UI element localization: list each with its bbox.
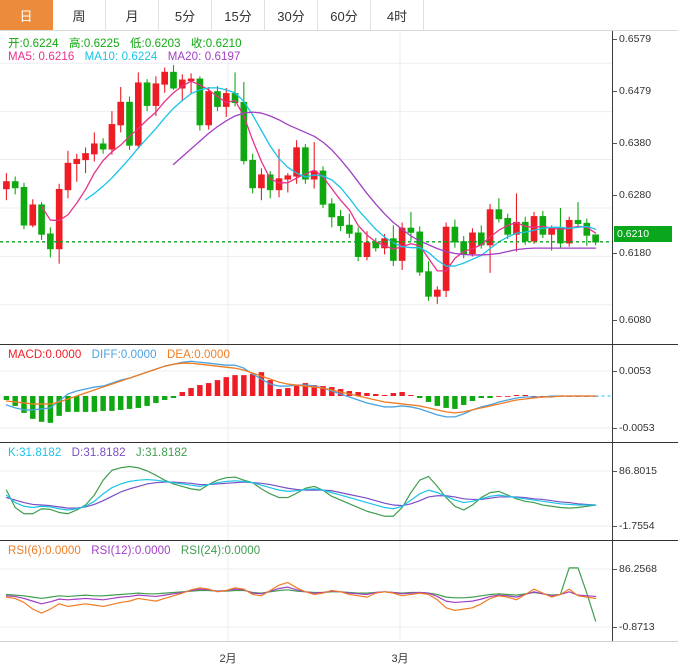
rsi-tick-0: 86.2568 <box>613 563 657 575</box>
last-price-badge: 0.6210 <box>614 226 672 242</box>
macd-panel: MACD:0.0000 DIFF:0.0000 DEA:0.0000 0.005… <box>0 345 678 442</box>
macd-svg <box>0 345 612 442</box>
tab-15min[interactable]: 15分 <box>212 0 265 30</box>
date-label-feb: 2月 <box>219 653 237 665</box>
tab-15min-label: 15分 <box>224 8 252 24</box>
price-tick-5: 0.6080 <box>612 314 652 326</box>
price-tick-2: 0.6380 <box>612 137 652 149</box>
tab-30min[interactable]: 30分 <box>265 0 318 30</box>
tab-5min[interactable]: 5分 <box>159 0 212 30</box>
kdj-axis: 86.8015 -1.7554 <box>613 443 678 540</box>
tab-week[interactable]: 周 <box>53 0 106 30</box>
kdj-svg <box>0 443 612 540</box>
panel-separator-3 <box>0 540 678 541</box>
kdj-tick-0: 86.8015 <box>613 465 657 477</box>
rsi-svg <box>0 541 612 641</box>
panel-separator-2 <box>0 442 678 443</box>
candlestick-svg <box>0 31 612 344</box>
price-tick-1: 0.6479 <box>612 85 652 97</box>
price-tick-3: 0.6280 <box>612 189 652 201</box>
rsi-tick-1: -0.8713 <box>613 621 655 633</box>
tab-30min-label: 30分 <box>277 8 305 24</box>
kdj-tick-1: -1.7554 <box>613 520 655 532</box>
price-axis: 0.6579 0.6479 0.6380 0.6280 0.6210 0.618… <box>612 31 678 344</box>
panel-separator-1 <box>0 344 678 345</box>
chart-frame: 开:0.6224 高:0.6225 低:0.6203 收:0.6210 MA5:… <box>0 31 678 671</box>
tab-4hour[interactable]: 4时 <box>371 0 424 30</box>
rsi-axis: 86.2568 -0.8713 <box>613 541 678 641</box>
kdj-plot[interactable] <box>0 443 613 540</box>
timeframe-tab-bar: 日 周 月 5分 15分 30分 60分 4时 <box>0 0 678 31</box>
kdj-panel: K:31.8182 D:31.8182 J:31.8182 86.8015 -1… <box>0 443 678 540</box>
price-tick-4: 0.6180 <box>612 247 652 259</box>
tab-bar-filler <box>424 0 678 30</box>
macd-plot[interactable] <box>0 345 613 442</box>
price-plot[interactable] <box>0 31 613 344</box>
macd-axis: 0.0053 -0.0053 <box>612 345 678 442</box>
date-axis: 2月 3月 <box>0 641 678 671</box>
price-tick-0: 0.6579 <box>612 33 652 45</box>
date-label-mar: 3月 <box>391 653 409 665</box>
tab-60min-label: 60分 <box>330 8 358 24</box>
tab-month[interactable]: 月 <box>106 0 159 30</box>
macd-tick-0: 0.0053 <box>612 365 652 377</box>
tab-day-label: 日 <box>19 8 33 24</box>
rsi-plot[interactable] <box>0 541 613 641</box>
price-panel: 开:0.6224 高:0.6225 低:0.6203 收:0.6210 MA5:… <box>0 31 678 344</box>
tab-5min-label: 5分 <box>174 8 196 24</box>
tab-month-label: 月 <box>125 8 139 24</box>
rsi-panel: RSI(6):0.0000 RSI(12):0.0000 RSI(24):0.0… <box>0 541 678 641</box>
tab-4hour-label: 4时 <box>386 8 408 24</box>
macd-tick-1: -0.0053 <box>613 422 655 434</box>
tab-60min[interactable]: 60分 <box>318 0 371 30</box>
tab-week-label: 周 <box>72 8 86 24</box>
tab-day[interactable]: 日 <box>0 0 53 30</box>
